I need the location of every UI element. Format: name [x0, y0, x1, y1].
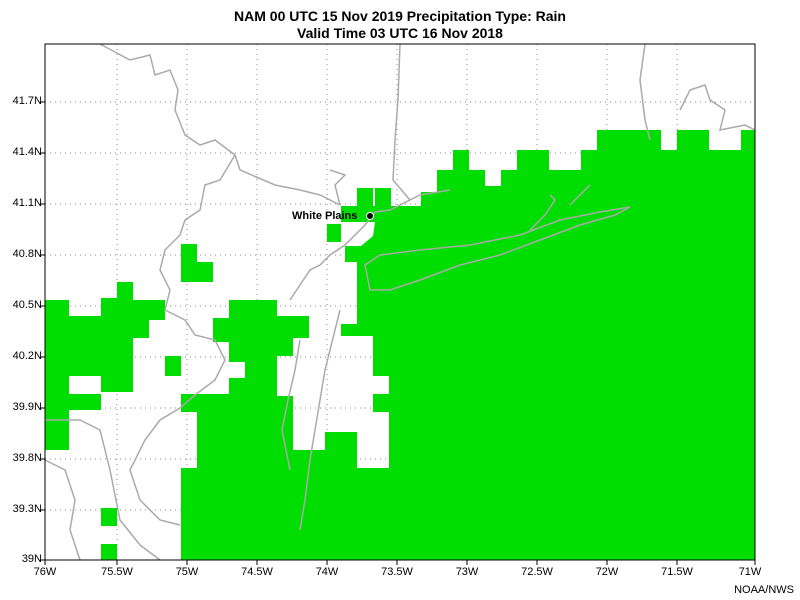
lat-label: 41.7N — [12, 95, 42, 107]
lon-label: 72.5W — [521, 566, 553, 578]
axis-ticks — [40, 101, 756, 565]
lon-label: 71.5W — [661, 566, 693, 578]
lon-label: 76W — [33, 566, 57, 578]
lon-label: 74.5W — [241, 566, 273, 578]
map-title-line1: NAM 00 UTC 15 Nov 2019 Precipitation Typ… — [234, 8, 566, 24]
lon-label: 73.5W — [381, 566, 413, 578]
lat-label: 40.5N — [12, 299, 42, 311]
lon-label: 73W — [455, 566, 479, 578]
lon-label: 74W — [315, 566, 339, 578]
lat-label: 39.3N — [12, 503, 42, 515]
city-marker-icon — [366, 212, 374, 220]
lat-label: 40.2N — [12, 350, 42, 362]
lat-label: 39N — [21, 553, 42, 565]
lon-label: 75.5W — [101, 566, 133, 578]
lat-label: 41.4N — [12, 146, 42, 158]
map-title-line2: Valid Time 03 UTC 16 Nov 2018 — [297, 25, 503, 41]
lon-label: 72W — [595, 566, 619, 578]
credit-label: NOAA/NWS — [734, 584, 794, 596]
rain-area — [45, 130, 755, 560]
lat-label: 40.8N — [12, 248, 42, 260]
geographic-boundaries — [44, 43, 756, 561]
lat-label: 41.1N — [12, 197, 42, 209]
map-frame — [44, 43, 756, 561]
lat-label: 39.9N — [12, 401, 42, 413]
city-label: White Plains — [292, 210, 358, 222]
lon-label: 71W — [738, 566, 762, 578]
lat-label: 39.8N — [12, 452, 42, 464]
lon-label: 75W — [175, 566, 199, 578]
